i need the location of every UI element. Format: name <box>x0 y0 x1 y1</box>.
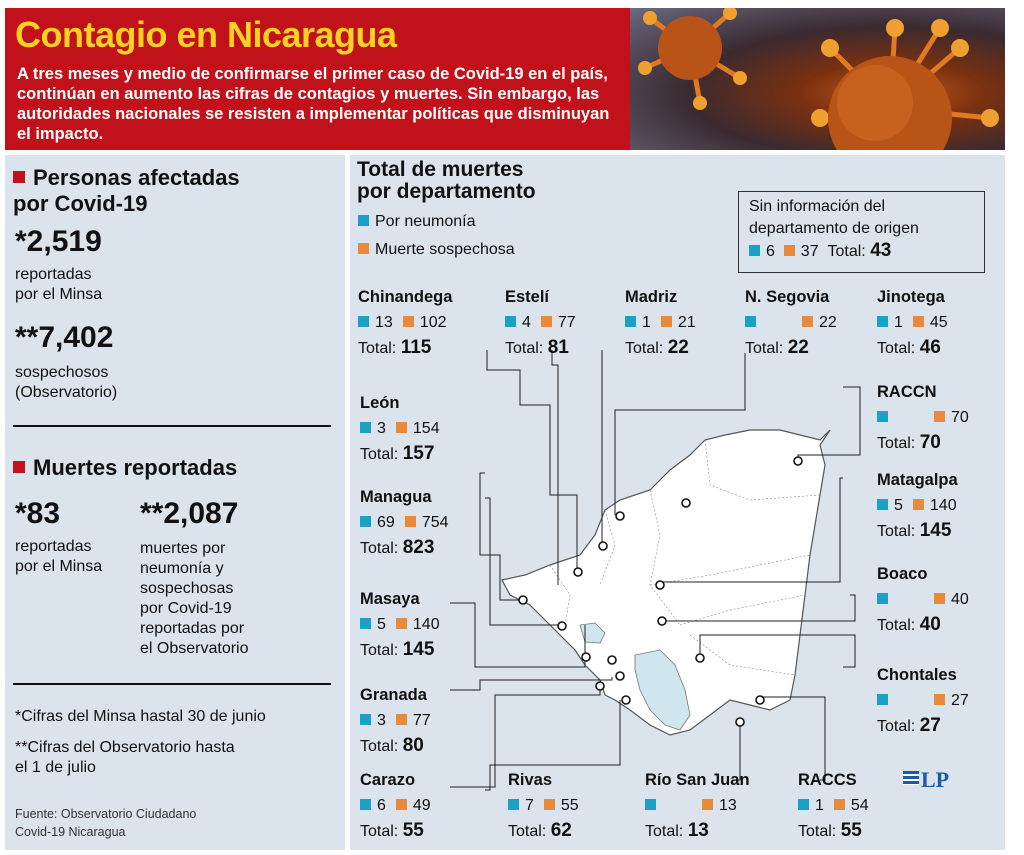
dept-leon: León 3 154 Total: 157 <box>360 394 440 464</box>
page-subtitle: A tres meses y medio de confirmarse el p… <box>17 65 610 143</box>
no-origin-box: Sin información del departamento de orig… <box>738 191 985 273</box>
source-note: Fuente: Observatorio Ciudadano Covid-19 N… <box>15 807 197 839</box>
lake-managua <box>579 622 606 644</box>
location-markers <box>518 456 803 727</box>
dept-chontales: Chontales 27 Total: 27 <box>877 666 969 736</box>
minsa-cases-value: *2,519 <box>15 225 102 258</box>
dept-jinotega: Jinotega 1 45 Total: 46 <box>877 288 948 358</box>
no-origin-label1: Sin información del <box>749 198 886 215</box>
divider <box>13 683 331 685</box>
dept-boaco: Boaco 40 Total: 40 <box>877 565 969 635</box>
dept-rivas: Rivas 7 55 Total: 62 <box>508 771 579 841</box>
chart-title: Total de muertes por departamento <box>357 158 536 203</box>
no-origin-values: 6 37 Total: 43 <box>749 240 974 263</box>
dept-managua: Managua 69 754 Total: 823 <box>360 488 449 558</box>
dept-raccn: RACCN 70 Total: 70 <box>877 383 969 453</box>
lake-nicaragua <box>634 649 691 731</box>
minsa-cases-label: reportadas por el Minsa <box>15 266 103 303</box>
affected-title-line1: Personas afectadas <box>33 165 240 190</box>
virus-illustration <box>630 8 1005 150</box>
dept-granada: Granada 3 77 Total: 80 <box>360 686 431 756</box>
blue-square-icon <box>358 215 369 226</box>
orange-square-icon <box>783 245 795 256</box>
header-banner: Contagio en Nicaragua A tres meses y med… <box>5 8 1005 150</box>
bullet-icon <box>13 461 25 473</box>
affected-title-line2: por Covid-19 <box>13 191 148 216</box>
orange-square-icon <box>358 243 369 254</box>
obs-deaths-value: **2,087 <box>140 497 239 530</box>
leader-lines <box>450 350 861 791</box>
dept-nueva-segovia: N. Segovia 22 Total: 22 <box>745 288 837 358</box>
dept-carazo: Carazo 6 49 Total: 55 <box>360 771 431 841</box>
blue-square-icon <box>749 245 760 256</box>
dept-matagalpa: Matagalpa 5 140 Total: 145 <box>877 471 958 541</box>
dept-masaya: Masaya 5 140 Total: 145 <box>360 590 440 660</box>
lp-logo: LP <box>903 767 949 793</box>
virus-icon <box>638 8 999 150</box>
legend-sospechosa: Muerte sospechosa <box>358 241 515 259</box>
dept-rio-san-juan: Río San Juan 13 Total: 13 <box>645 771 750 841</box>
stripes-icon <box>903 771 919 785</box>
nicaragua-map <box>450 350 861 791</box>
dept-madriz: Madriz 1 21 Total: 22 <box>625 288 696 358</box>
page-title: Contagio en Nicaragua <box>15 14 397 55</box>
department-borders <box>549 439 821 676</box>
deaths-heading: Muertes reportadas <box>13 455 237 481</box>
divider <box>13 425 331 427</box>
deaths-by-department-panel: Total de muertes por departamento Por neu… <box>350 155 1005 850</box>
bullet-icon <box>13 171 25 183</box>
obs-deaths-label: muertes por neumonía y sospechosas por C… <box>140 540 249 657</box>
dept-raccs: RACCS 1 54 Total: 55 <box>798 771 869 841</box>
summary-panel: Personas afectadas por Covid-19 *2,519 re… <box>5 155 345 850</box>
minsa-deaths-label: reportadas por el Minsa <box>15 538 103 575</box>
affected-heading: Personas afectadas por Covid-19 <box>13 165 240 217</box>
obs-cases-value: **7,402 <box>15 321 114 354</box>
note-minsa: *Cifras del Minsa hastal 30 de junio <box>15 708 266 725</box>
no-origin-label2: departamento de origen <box>749 220 919 237</box>
note-observatorio: **Cifras del Observatorio hasta el 1 de j… <box>15 739 235 776</box>
dept-esteli: Estelí 4 77 Total: 81 <box>505 288 576 358</box>
obs-cases-label: sospechosos (Observatorio) <box>15 364 118 401</box>
legend-neumonia: Por neumonía <box>358 213 476 231</box>
dept-chinandega: Chinandega 13 102 Total: 115 <box>358 288 453 358</box>
minsa-deaths-value: *83 <box>15 497 61 530</box>
